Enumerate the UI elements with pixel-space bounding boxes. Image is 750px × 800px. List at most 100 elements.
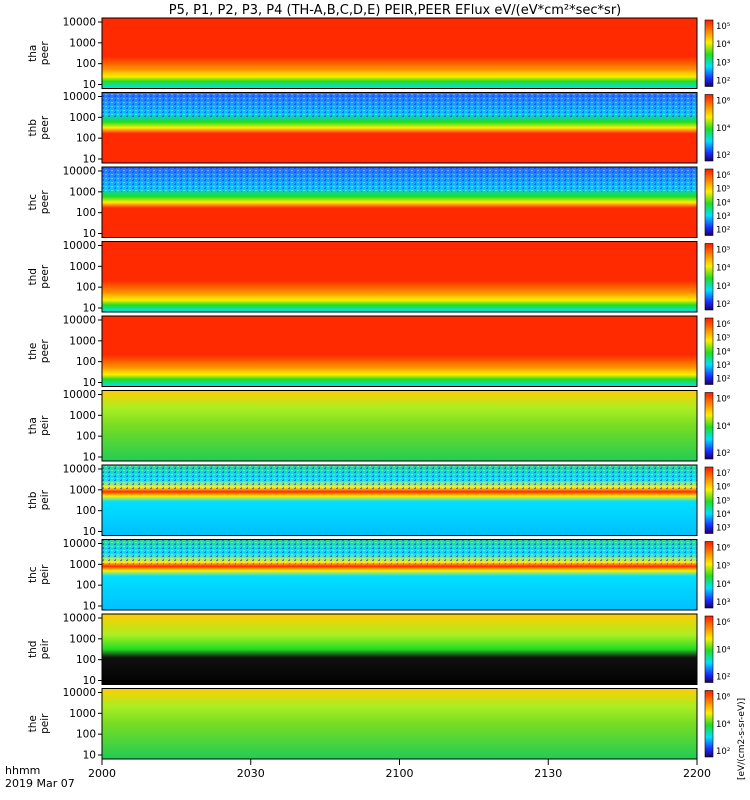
colorbar-tick-label: 10⁶ [716,320,731,330]
y-tick-label: 100 [76,654,96,666]
panel-thb-peer: 10 100 1000 10000 thbpeer 10⁶ 10⁴ 10² [27,91,731,166]
y-tick-label: 10 [83,303,96,315]
noise-texture [102,167,697,192]
panel-thd-peir: 10 100 1000 10000 thdpeir 10⁶ 10⁴ 10² [27,613,731,688]
colorbar-tick-label: 10³ [716,361,730,371]
y-tick-label: 10000 [63,240,96,252]
time-axis: 2000 2030 2100 2130 2200 [88,759,711,780]
colorbar [704,690,714,758]
colorbar-tick-label: 10³ [716,524,730,534]
panel-tha-peir: 10 100 1000 10000 thapeir 10⁶ 10⁴ 10² [27,389,731,464]
panel-ylabel: thepeer [27,339,51,364]
colorbar-tick-label: 10⁵ [716,496,730,506]
y-tick-label: 10 [83,154,96,166]
colorbar [704,317,714,385]
x-tick-label: 2200 [683,767,711,780]
colorbar-tick-label: 10² [716,151,730,161]
spectrogram-image [102,316,697,387]
spectrogram-image [102,390,697,461]
colorbar-tick-label: 10⁶ [716,693,731,703]
noise-texture [102,92,697,118]
colorbar [704,19,714,87]
x-tick-label: 2130 [534,767,562,780]
panel-ylabel: thbpeir [27,489,51,510]
y-tick-label: 1000 [69,37,96,49]
panel-frame [101,241,698,313]
panel-ylabel: thapeir [27,415,51,436]
colorbar-tick-label: 10⁶ [716,618,731,628]
colorbar-tick-label: 10⁴ [716,198,731,208]
panel-the-peir: 10 100 1000 10000 thepeir 10⁶ 10⁴ 10² [27,687,731,762]
colorbar-tick-label: 10⁵ [716,334,730,344]
y-tick-label: 100 [76,431,96,443]
panel-frame [101,613,698,685]
y-tick-label: 1000 [69,261,96,273]
panel-ylabel: thcpeer [27,190,51,215]
y-tick-label: 100 [76,356,96,368]
colorbar-tick-label: 10³ [716,212,730,222]
y-tick-label: 1000 [69,112,96,124]
panel-ylabel: thdpeir [27,638,51,659]
noise-texture [102,465,697,490]
spectrogram-image [102,614,697,685]
colorbar-tick-label: 10⁶ [716,544,731,554]
y-tick-label: 10 [83,452,96,464]
colorbar-tick-label: 10⁷ [716,469,731,479]
y-tick-label: 1000 [69,484,96,496]
colorbar-tick-label: 10⁶ [716,171,731,181]
y-tick-label: 1000 [69,410,96,422]
colorbar-tick-label: 10⁴ [716,347,731,357]
noise-texture [102,539,697,565]
colorbar-tick-label: 10⁴ [716,645,731,655]
x-tick-label: 2030 [237,767,265,780]
panel-ylabel: thepeir [27,713,51,734]
y-tick-label: 10000 [63,91,96,103]
y-tick-label: 10000 [63,687,96,699]
y-tick-label: 10 [83,228,96,240]
x-tick-label: 2100 [386,767,414,780]
panel-thb-peir: 10 100 1000 10000 thbpeir 10⁷ 10⁶ 10⁵ 10⁴ 10³ [27,464,731,539]
spectrogram-image [102,241,697,312]
y-tick-label: 100 [76,282,96,294]
panel-tha-peer: 10 100 1000 10000 thapeer 10⁵ 10⁴ 10³ 10² [27,17,731,92]
panel-the-peer: 10 100 1000 10000 thepeer 10⁶ 10⁵ 10⁴ 10³ 10² [27,315,731,390]
spectrogram-image [102,688,697,759]
colorbar-tick-label: 10⁴ [716,510,731,520]
panel-frame [101,390,698,462]
panel-frame [101,539,698,611]
y-tick-label: 1000 [69,335,96,347]
colorbar-tick-label: 10² [716,673,730,683]
y-tick-label: 10000 [63,166,96,178]
colorbar-tick-label: 10⁴ [716,124,731,134]
panel-ylabel: thdpeer [27,264,51,289]
y-tick-label: 100 [76,133,96,145]
y-tick-label: 100 [76,207,96,219]
panel-frame [101,315,698,387]
colorbar-tick-label: 10⁴ [716,720,731,730]
colorbar [704,94,714,162]
colorbar-units-label: [eV/(cm2-s-sr-eV)] [737,698,747,780]
panel-thc-peir: 10 100 1000 10000 thcpeir 10⁶ 10⁵ 10⁴ 10³ [27,538,731,613]
colorbar-tick-label: 10² [716,747,730,757]
colorbar-tick-label: 10⁶ [716,483,731,493]
colorbar-tick-label: 10⁴ [716,264,731,274]
y-tick-label: 100 [76,580,96,592]
panel-frame [101,464,698,536]
colorbar-tick-label: 10² [716,77,730,87]
y-tick-label: 10 [83,377,96,389]
colorbar-tick-label: 10⁴ [716,422,731,432]
y-tick-label: 100 [76,505,96,517]
spectrogram-panels: 10100100010000thapeer10⁵10⁴10³10²1010010… [27,17,731,762]
figure-title: P5, P1, P2, P3, P4 (TH-A,B,C,D,E) PEIR,P… [169,3,622,18]
colorbar-tick-label: 10² [716,375,730,385]
y-tick-label: 1000 [69,186,96,198]
panel-thd-peer: 10 100 1000 10000 thdpeer 10⁵ 10⁴ 10³ 10² [27,240,731,315]
y-tick-label: 10000 [63,315,96,327]
colorbar-tick-label: 10³ [716,58,730,68]
colorbar-tick-label: 10⁵ [716,185,730,195]
y-tick-label: 10 [83,79,96,91]
panel-ylabel: thcpeir [27,564,51,585]
y-tick-label: 10000 [63,613,96,625]
y-tick-label: 10000 [63,17,96,29]
